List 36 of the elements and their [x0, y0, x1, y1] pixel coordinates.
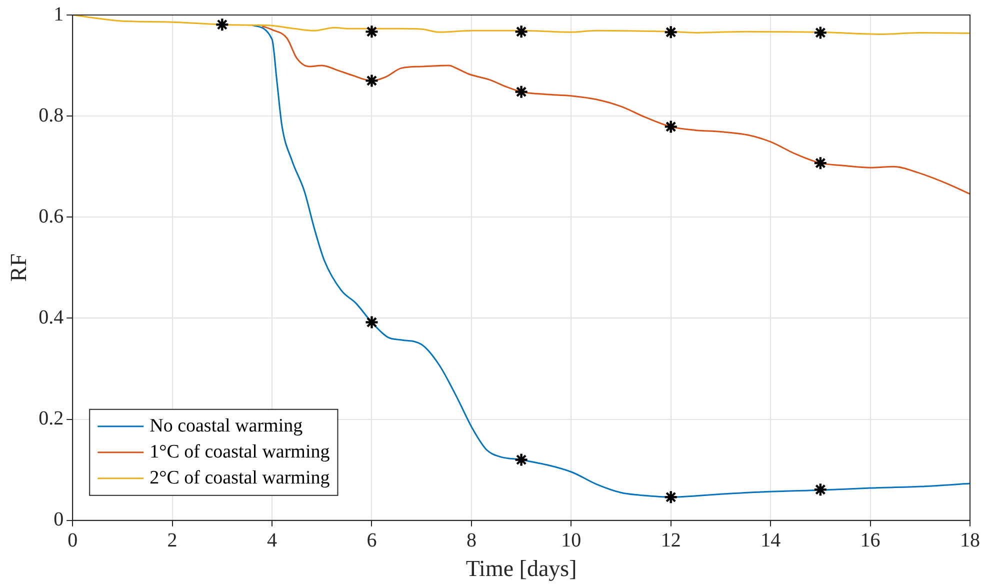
x-tick-label: 14: [760, 530, 781, 552]
line-series: [261, 25, 970, 195]
x-tick-label: 4: [267, 530, 278, 552]
y-axis-title: RF: [6, 254, 31, 282]
x-tick-label: 10: [561, 530, 582, 552]
point: [813, 26, 828, 40]
point: [364, 24, 379, 39]
y-tick-label: 0: [54, 508, 64, 531]
point: [813, 156, 828, 170]
point: [514, 84, 528, 99]
y-tick-label: 0.4: [38, 306, 64, 328]
point: [514, 452, 528, 467]
point: [514, 24, 528, 39]
y-tick-label: 0.2: [38, 408, 64, 430]
y-tick-label: 0.6: [38, 205, 64, 228]
x-tick-label: 6: [366, 530, 377, 552]
x-tick-label: 18: [960, 530, 980, 552]
x-axis-title: Time [days]: [466, 556, 577, 582]
point: [364, 315, 379, 330]
point: [664, 490, 678, 504]
x-tick-label: 0: [68, 530, 78, 552]
x-tick-label: 8: [466, 530, 476, 552]
x-tick-label: 2: [167, 530, 178, 552]
legend-label: 1°C of coastal warming: [150, 441, 330, 462]
x-tick-label: 16: [860, 530, 880, 552]
point: [664, 120, 678, 134]
point: [215, 18, 230, 32]
point: [364, 74, 379, 88]
legend-label: 2°C of coastal warming: [150, 467, 330, 488]
point: [664, 25, 678, 40]
legend-label: No coastal warming: [150, 415, 304, 436]
line-series: [72, 15, 970, 35]
y-tick-label: 0.8: [38, 104, 64, 126]
y-tick-label: 1: [54, 3, 64, 26]
x-tick-label: 12: [660, 530, 681, 552]
point: [813, 482, 828, 497]
